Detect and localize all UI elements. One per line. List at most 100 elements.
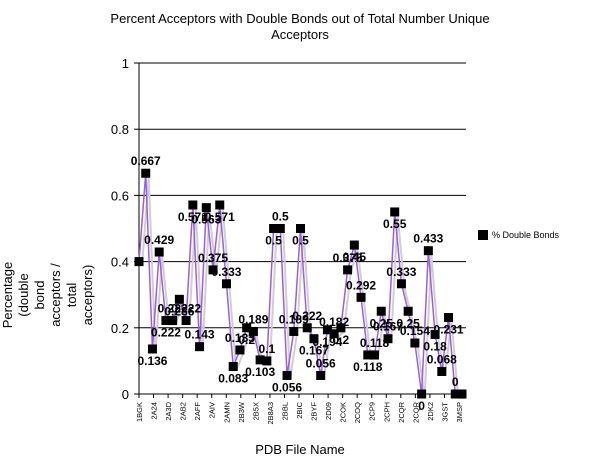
x-tick-label: 3MSP (455, 402, 464, 422)
x-tick-label: 2A3D (164, 401, 173, 420)
data-label: 0.056 (272, 380, 302, 394)
data-label: 0.292 (346, 278, 376, 292)
data-label: 0.375 (333, 251, 363, 265)
data-point (168, 316, 178, 326)
y-axis-label: Percentage (double bond acceptors / tota… (0, 215, 95, 375)
x-tick-label: 2A24 (150, 402, 159, 420)
data-label: 0.222 (292, 309, 322, 323)
data-label: 0.286 (164, 304, 194, 318)
data-label: 0.189 (279, 312, 309, 326)
y-label-line: acceptors / (48, 263, 63, 327)
y-tick-label: 0.4 (111, 255, 129, 270)
data-point (396, 279, 406, 289)
data-label: 0.083 (218, 372, 248, 386)
data-label: 0.194 (312, 335, 342, 349)
data-label: 0 (418, 399, 425, 413)
data-point (269, 224, 279, 233)
data-point (390, 207, 400, 217)
x-tick-label: 2AFF (193, 402, 202, 421)
data-point (316, 370, 326, 380)
data-point (134, 257, 144, 267)
y-label-line: acceptors) (80, 264, 95, 326)
data-label: 0.222 (171, 302, 201, 316)
data-label: 0.056 (306, 356, 336, 370)
x-tick-label: 2BYF (310, 402, 319, 421)
x-tick-label: 2AB2 (179, 402, 188, 420)
data-label: 0.5 (272, 210, 289, 224)
data-label: 0.563 (191, 213, 221, 227)
data-label: 0.2 (333, 333, 350, 347)
data-label: 0.1 (259, 342, 276, 356)
data-point (201, 203, 211, 213)
data-label: 0.143 (185, 328, 215, 342)
x-tick-label: 2BIC (295, 401, 304, 418)
data-point (444, 313, 454, 323)
data-point (248, 326, 258, 336)
data-label: 0.18 (423, 339, 447, 353)
chart-title-line2: Acceptors (271, 27, 329, 42)
data-point (417, 389, 427, 399)
data-point (174, 294, 184, 304)
data-label: 0.429 (144, 233, 174, 247)
data-point (322, 325, 332, 335)
data-point (181, 316, 191, 326)
data-point (154, 247, 164, 257)
data-label: 0.571 (178, 210, 208, 224)
data-point (228, 362, 238, 372)
y-tick-label: 0.2 (111, 321, 129, 336)
data-point (370, 350, 380, 360)
x-tick-label: 2DK2 (426, 402, 435, 421)
data-point (437, 366, 447, 376)
data-label: 0.433 (413, 232, 443, 246)
y-tick-label: 0.6 (111, 188, 129, 203)
data-point (215, 200, 225, 210)
data-label: 0.189 (238, 312, 268, 326)
x-tick-label: 2COQ (353, 402, 362, 423)
data-label: 0.136 (137, 354, 167, 368)
data-point (343, 265, 353, 275)
x-tick-label: 2CQR (397, 401, 406, 422)
data-label: 0.5 (292, 234, 309, 248)
data-label: 0.571 (205, 210, 235, 224)
data-point (336, 323, 346, 333)
legend: % Double Bonds (478, 230, 559, 240)
data-point (403, 306, 413, 316)
y-tick-label: 0.8 (111, 122, 129, 137)
y-tick-label: 1 (122, 56, 129, 71)
x-tick-label: 3GST (440, 402, 449, 422)
legend-label: % Double Bonds (492, 230, 560, 240)
data-label: 0 (452, 375, 459, 389)
data-label: 0.167 (373, 320, 403, 334)
data-label: 0.222 (158, 302, 188, 316)
y-label-line: total (64, 282, 79, 308)
data-point (161, 316, 171, 326)
y-label-line: bond (32, 280, 47, 310)
data-point (302, 323, 312, 333)
x-tick-label: 2CP9 (368, 402, 377, 421)
data-label: 0.118 (360, 336, 390, 350)
data-label: 0.45 (343, 250, 367, 264)
data-point (349, 240, 359, 250)
data-point (329, 329, 339, 339)
data-point (242, 323, 252, 333)
data-label: 0.103 (245, 365, 275, 379)
chart-title-line1: Percent Acceptors with Double Bonds out … (110, 11, 490, 26)
data-label: 0.222 (151, 326, 181, 340)
y-label-line: Percentage (0, 261, 15, 329)
data-point (289, 326, 299, 336)
data-point (296, 224, 305, 233)
data-point (363, 350, 373, 360)
y-tick-label: 0 (122, 387, 129, 402)
data-point (430, 329, 440, 339)
legend-marker-icon (478, 230, 488, 240)
data-point (235, 345, 245, 355)
x-tick-label: 2B5X (251, 402, 260, 420)
data-label: 0.118 (353, 360, 383, 374)
x-tick-label: 2CQR (411, 401, 420, 422)
x-tick-label: 2AMN (222, 402, 231, 423)
data-point (195, 342, 205, 352)
data-label: 0.231 (434, 323, 464, 337)
data-point (262, 356, 272, 366)
data-point (275, 224, 285, 233)
